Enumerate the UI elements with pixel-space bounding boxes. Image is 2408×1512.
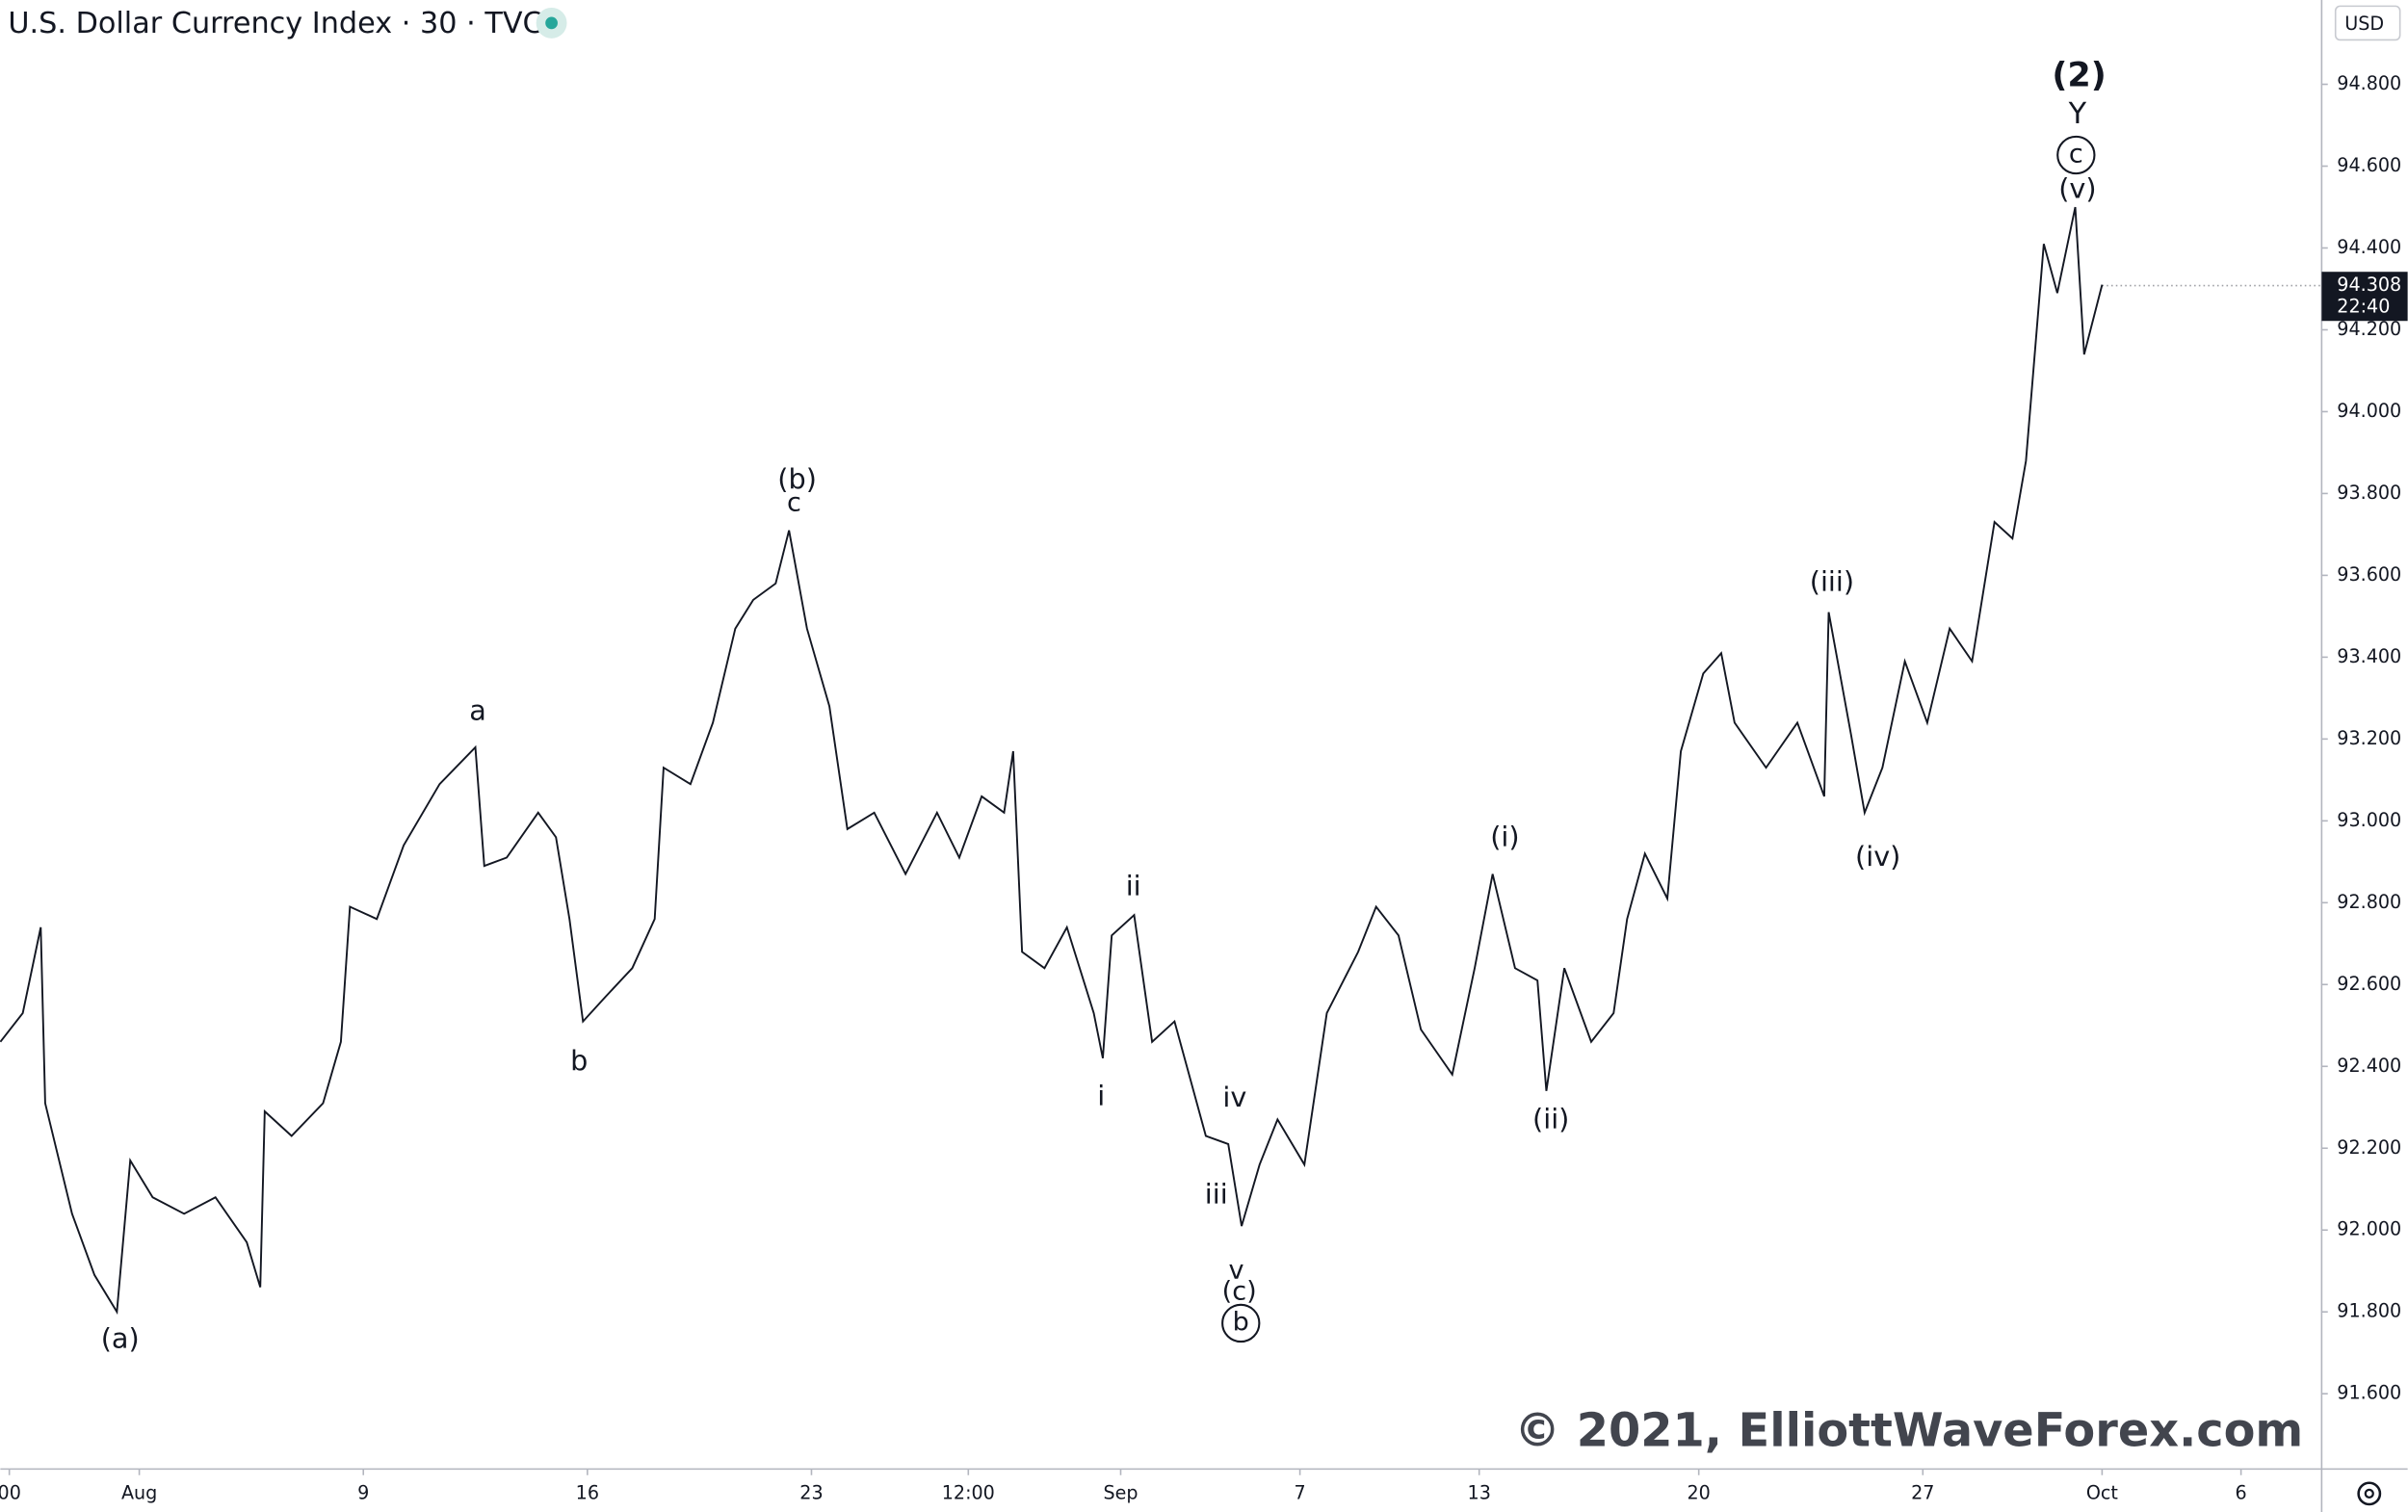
wave-circle xyxy=(2056,135,2096,175)
x-tick-label: 27 xyxy=(1911,1481,1934,1503)
y-tick-label: 94.200 xyxy=(2337,318,2401,340)
x-tick-label: 6 xyxy=(2236,1481,2247,1503)
x-tick-label: 20 xyxy=(1688,1481,1711,1503)
wave-label: b xyxy=(1233,1307,1249,1337)
y-tick-label: 93.200 xyxy=(2337,727,2401,749)
wave-label: (c) xyxy=(1222,1277,1257,1307)
wave-circle xyxy=(1221,1303,1261,1343)
y-tick-label: 92.000 xyxy=(2337,1218,2401,1240)
x-tick-label: 23 xyxy=(799,1481,823,1503)
last-price-time: 22:40 xyxy=(2337,295,2390,317)
wave-label: (i) xyxy=(1490,820,1519,852)
x-tick-label: 13 xyxy=(1468,1481,1491,1503)
y-tick-label: 91.600 xyxy=(2337,1382,2401,1404)
x-tick-label: 12:00 xyxy=(942,1481,995,1503)
currency-label: USD xyxy=(2344,13,2384,35)
wave-label: (a) xyxy=(101,1321,140,1354)
y-tick-label: 92.600 xyxy=(2337,973,2401,995)
wave-label: (iii) xyxy=(1810,565,1854,598)
status-dot xyxy=(545,16,558,30)
chart-title: U.S. Dollar Currency Index · 30 · TVC xyxy=(8,7,542,40)
x-tick-label: Sep xyxy=(1103,1481,1138,1503)
wave-label: a xyxy=(469,694,486,727)
y-tick-label: 93.400 xyxy=(2337,645,2401,667)
y-tick-label: 94.800 xyxy=(2337,72,2401,94)
y-tick-label: 94.600 xyxy=(2337,154,2401,176)
y-tick-label: 92.200 xyxy=(2337,1136,2401,1159)
y-tick-label: 93.800 xyxy=(2337,482,2401,504)
wave-label: iv xyxy=(1222,1081,1246,1113)
watermark: © 2021, ElliottWaveForex.com xyxy=(1514,1405,2303,1458)
x-tick-label: 16 xyxy=(576,1481,599,1503)
last-price-label: 94.308 xyxy=(2337,274,2401,296)
wave-label: (v) xyxy=(2058,172,2096,205)
wave-label: c xyxy=(2069,139,2083,169)
wave-label: c xyxy=(787,487,801,517)
gear-ring xyxy=(2357,1481,2382,1506)
y-tick-label: 94.400 xyxy=(2337,236,2401,258)
wave-label: (iv) xyxy=(1855,840,1900,873)
last-price-box xyxy=(2321,272,2408,322)
y-tick-label: 94.000 xyxy=(2337,400,2401,422)
wave-label: iii xyxy=(1205,1178,1228,1211)
price-line xyxy=(0,206,2104,1316)
x-tick-label: Oct xyxy=(2086,1481,2119,1503)
y-tick-label: 91.800 xyxy=(2337,1300,2401,1322)
wave-label: (b) xyxy=(777,462,817,495)
wave-label: (2) xyxy=(2052,56,2106,95)
y-tick-label: 92.400 xyxy=(2337,1055,2401,1077)
wave-label: b xyxy=(570,1044,588,1077)
y-tick-label: 93.000 xyxy=(2337,809,2401,831)
x-tick-label: Aug xyxy=(121,1481,157,1503)
wave-label: Y xyxy=(2068,97,2087,131)
gear-hub xyxy=(2364,1488,2374,1499)
settings-icon[interactable] xyxy=(2357,1481,2382,1506)
y-tick-label: 92.800 xyxy=(2337,891,2401,913)
x-tick-label: 00 xyxy=(0,1481,21,1503)
x-tick-label: 9 xyxy=(357,1481,369,1503)
currency-button[interactable] xyxy=(2334,5,2401,41)
y-tick-label: 93.600 xyxy=(2337,563,2401,586)
wave-label: i xyxy=(1097,1080,1105,1112)
wave-label: (ii) xyxy=(1532,1103,1569,1135)
wave-label: v xyxy=(1228,1255,1243,1285)
x-tick-label: 7 xyxy=(1295,1481,1306,1503)
wave-label: ii xyxy=(1126,869,1141,901)
